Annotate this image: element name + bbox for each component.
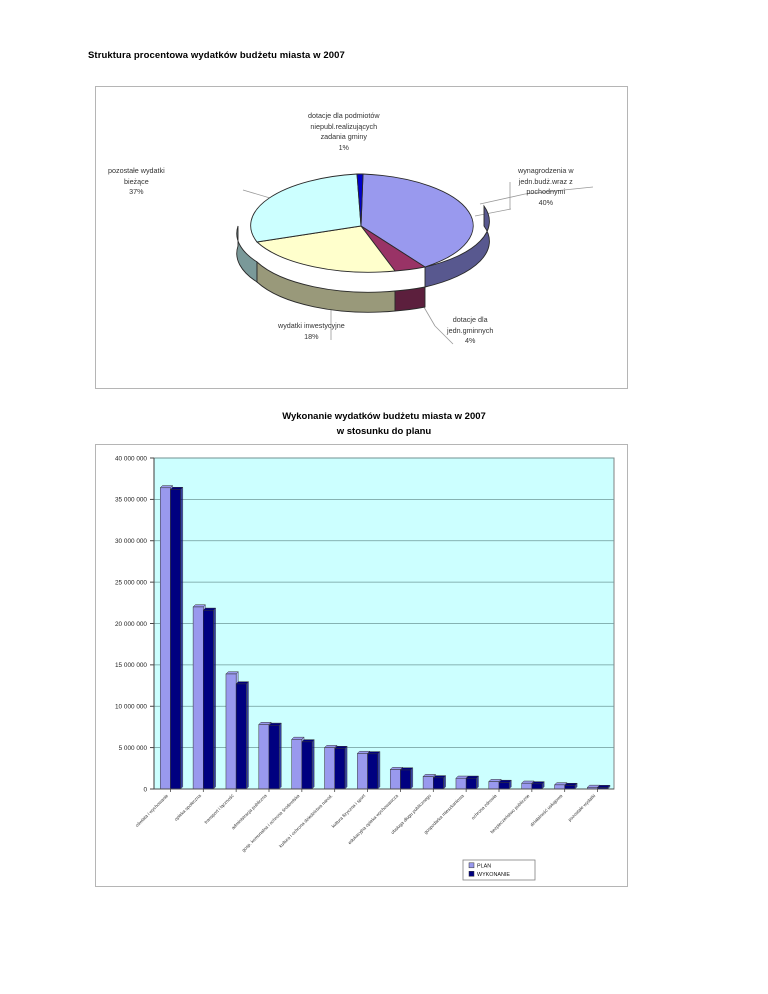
- pie-label-wynagrodzenia-line3: pochodnymi: [526, 187, 566, 196]
- pie-label-dotacje-podmioty-value: 1%: [338, 142, 349, 152]
- pie-label-dotacje-gminne-value: 4%: [464, 336, 476, 345]
- pie-section-title: Struktura procentowa wydatków budżetu mi…: [88, 50, 345, 61]
- pie-label-dotacje-podmioty-line2: niepubl.realizujących: [310, 121, 378, 131]
- pie-label-pozostale-line1: pozostałe wydatki: [108, 166, 165, 175]
- pie-label-dotacje-gminne-line2: jedn.gminnych: [447, 325, 494, 335]
- pie-label-inwestycyjne-line1: wydatki inwestycyjne: [278, 321, 345, 330]
- bar-section-title-line1: Wykonanie wydatków budżetu miasta w 2007: [282, 411, 486, 422]
- bar-section-title: Wykonanie wydatków budżetu miasta w 2007…: [0, 409, 768, 439]
- pie-label-pozostale-line2: bieżące: [123, 176, 149, 186]
- pie-label-inwestycyjne-value: 18%: [304, 331, 319, 341]
- pie-label-dotacje-podmioty: dotacje dla podmiotów niepubl.realizując…: [308, 111, 380, 153]
- pie-label-wynagrodzenia-value: 40%: [538, 197, 553, 207]
- pie-label-dotacje-podmioty-line1: dotacje dla podmiotów: [308, 111, 380, 120]
- pie-label-wynagrodzenia-line1: wynagrodzenia w: [518, 166, 574, 175]
- pie-label-wynagrodzenia: wynagrodzenia w jedn.budż.wraz z pochodn…: [518, 166, 574, 208]
- pie-label-pozostale-value: 37%: [129, 187, 144, 196]
- pie-label-dotacje-gminne: dotacje dla jedn.gminnych 4%: [447, 315, 493, 347]
- pie-label-dotacje-gminne-line1: dotacje dla: [452, 315, 488, 324]
- pie-label-dotacje-podmioty-line3: zadania gminy: [320, 132, 367, 141]
- bar-section-title-line2: w stosunku do planu: [336, 426, 432, 437]
- bar-chart-frame: [95, 444, 628, 887]
- pie-label-inwestycyjne: wydatki inwestycyjne 18%: [278, 321, 345, 342]
- pie-label-wynagrodzenia-line2: jedn.budż.wraz z: [518, 176, 573, 186]
- pie-label-pozostale: pozostałe wydatki bieżące 37%: [108, 166, 165, 198]
